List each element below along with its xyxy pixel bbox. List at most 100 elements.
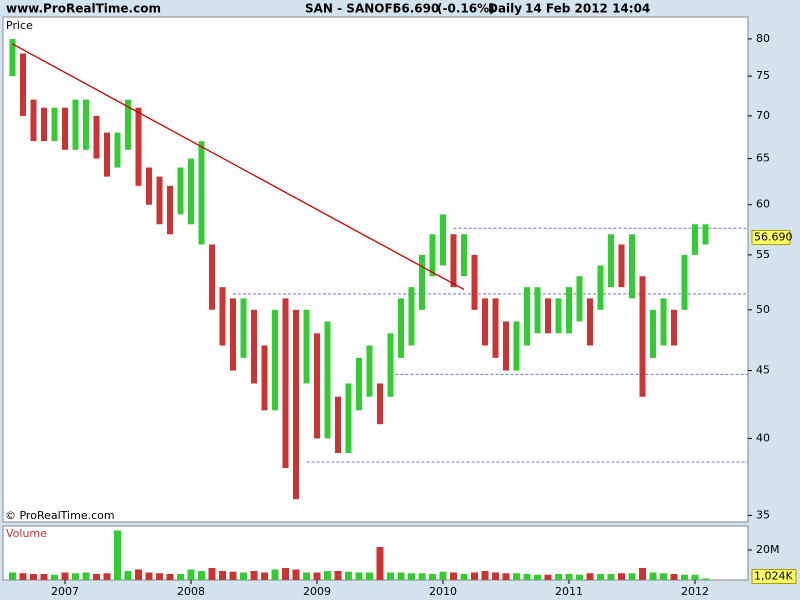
- volume-bar: [187, 569, 195, 580]
- price-range-bar: [629, 234, 635, 299]
- volume-bar: [597, 574, 604, 580]
- price-range-bar: [125, 99, 131, 150]
- price-range-bar: [41, 107, 47, 142]
- volume-bar: [660, 573, 667, 580]
- volume-bar: [366, 572, 373, 580]
- y-tick-label: 40: [756, 431, 770, 444]
- volume-bar: [166, 574, 174, 580]
- volume-bar: [334, 571, 342, 580]
- price-title: Price: [6, 19, 33, 32]
- volume-bar: [460, 574, 468, 580]
- price-range-bar: [429, 234, 436, 277]
- x-tick-label: 2009: [303, 585, 331, 598]
- price-range-bar: [282, 298, 289, 468]
- change: (-0.16%): [437, 2, 495, 16]
- volume-bar: [502, 573, 510, 580]
- y-tick-label: 20M: [756, 543, 780, 556]
- y-tick-label: 50: [756, 303, 770, 316]
- price-range-bar: [20, 53, 26, 116]
- price-range-bar: [692, 224, 698, 255]
- price-range-bar: [608, 234, 614, 288]
- price-range-bar: [503, 321, 509, 371]
- price-range-bar: [461, 234, 467, 277]
- volume-bar: [555, 574, 562, 580]
- price-range-bar: [440, 214, 446, 266]
- volume-bar: [429, 574, 436, 580]
- price-range-bar: [146, 167, 152, 205]
- volume-bar: [691, 574, 699, 580]
- x-tick-label: 2011: [555, 585, 583, 598]
- volume-bar: [40, 574, 48, 580]
- price-range-bar: [314, 333, 320, 439]
- price-range-bar: [419, 254, 425, 310]
- price-range-bar: [555, 298, 562, 334]
- volume-bar: [313, 572, 321, 580]
- price-range-bar: [471, 254, 478, 310]
- price-range-bar: [272, 309, 278, 411]
- volume-bar: [72, 573, 79, 580]
- x-tick-label: 2012: [681, 585, 709, 598]
- volume-bar: [229, 571, 237, 580]
- price-range-bar: [492, 298, 499, 358]
- price-range-bar: [377, 383, 383, 425]
- volume-bar: [282, 568, 289, 580]
- last-price-label: 56.690: [754, 230, 793, 243]
- volume-bar: [250, 571, 258, 580]
- volume-bar: [261, 572, 268, 580]
- price-range-bar: [30, 99, 37, 142]
- price-range-bar: [135, 107, 142, 186]
- price-range-bar: [650, 309, 656, 358]
- price-range-bar: [188, 158, 194, 225]
- price-range-bar: [251, 309, 257, 384]
- y-tick-label: 75: [756, 69, 770, 82]
- x-tick-label: 2010: [429, 585, 457, 598]
- volume-bar: [93, 574, 100, 580]
- y-tick-label: 45: [756, 364, 770, 377]
- price-range-bar: [62, 107, 68, 150]
- price-range-bar: [587, 298, 593, 346]
- volume-bar: [82, 572, 90, 580]
- volume-bar: [439, 571, 447, 580]
- volume-bar: [492, 572, 499, 580]
- volume-bar: [387, 572, 394, 580]
- volume-bar: [481, 571, 489, 580]
- period: Daily: [488, 2, 522, 16]
- price-range-bar: [639, 276, 646, 397]
- price-range-bar: [240, 298, 247, 358]
- volume-bar: [418, 573, 426, 580]
- price-range-bar: [104, 132, 110, 177]
- price-range-bar: [566, 287, 572, 334]
- price-range-bar: [398, 298, 404, 358]
- price-range-bar: [482, 298, 488, 346]
- y-tick-label: 60: [756, 198, 770, 211]
- volume-bar: [408, 573, 415, 580]
- volume-bar: [9, 572, 16, 580]
- price-range-bar: [198, 141, 205, 245]
- price-range-bar: [356, 357, 362, 411]
- volume-label: 1,024K: [754, 569, 793, 582]
- volume-bar: [702, 578, 709, 580]
- price-range-bar: [72, 99, 79, 150]
- price-range-bar: [545, 298, 551, 334]
- y-tick-label: 80: [756, 32, 770, 45]
- y-tick-label: 65: [756, 152, 770, 165]
- volume-bar: [30, 574, 37, 580]
- volume-bar: [271, 569, 279, 580]
- price-range-bar: [324, 321, 331, 439]
- price-range-bar: [513, 321, 520, 371]
- volume-label-box: [751, 568, 797, 584]
- volume-bar: [670, 574, 678, 580]
- price-range-bar: [450, 234, 457, 288]
- volume-bar: [324, 571, 331, 580]
- last-price: 56.690: [393, 2, 439, 16]
- price-range-bar: [524, 287, 530, 346]
- x-tick-label: 2007: [51, 585, 79, 598]
- price-range-bar: [618, 244, 625, 288]
- volume-bar: [649, 572, 657, 580]
- price-range-bar: [345, 383, 352, 454]
- price-range-bar: [51, 107, 58, 142]
- volume-bar: [618, 573, 625, 580]
- symbol: SAN - SANOFI: [305, 2, 397, 16]
- trendline: [12, 43, 465, 290]
- price-range-bar: [156, 176, 163, 225]
